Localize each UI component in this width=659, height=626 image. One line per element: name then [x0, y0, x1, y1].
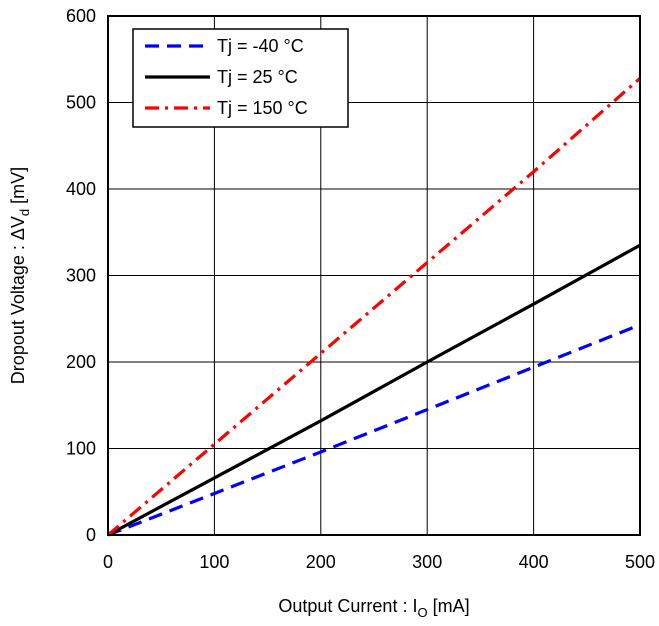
series-lines: [106, 77, 642, 537]
x-tick-label: 500: [625, 552, 655, 572]
y-tick-label: 200: [66, 352, 96, 372]
x-tick-label: 100: [199, 552, 229, 572]
x-tick-label: 300: [412, 552, 442, 572]
y-tick-label: 600: [66, 6, 96, 26]
tick-labels: 0 100 200 300 400 500 0 100 200 300 400 500 600: [66, 6, 655, 572]
y-tick-label: 300: [66, 266, 96, 286]
series-line-2: [106, 77, 642, 537]
y-axis-label: Dropout Voltage : ΔVd [mV]: [8, 167, 32, 384]
x-axis-label: Output Current : IO [mA]: [278, 596, 469, 620]
y-tick-label: 500: [66, 93, 96, 113]
plot-frame: [107, 15, 641, 536]
y-tick-label: 100: [66, 439, 96, 459]
series-line-1: [107, 243, 641, 537]
legend-label-2: Tj = 150 °C: [217, 98, 308, 118]
legend-label-0: Tj = -40 °C: [217, 36, 304, 56]
series-line-0: [107, 323, 641, 537]
x-tick-label: 200: [306, 552, 336, 572]
y-tick-label: 0: [86, 525, 96, 545]
x-tick-label: 400: [519, 552, 549, 572]
legend: Tj = -40 °C Tj = 25 °C Tj = 150 °C: [132, 28, 349, 128]
legend-label-1: Tj = 25 °C: [217, 67, 298, 87]
y-tick-label: 400: [66, 179, 96, 199]
x-tick-label: 0: [103, 552, 113, 572]
